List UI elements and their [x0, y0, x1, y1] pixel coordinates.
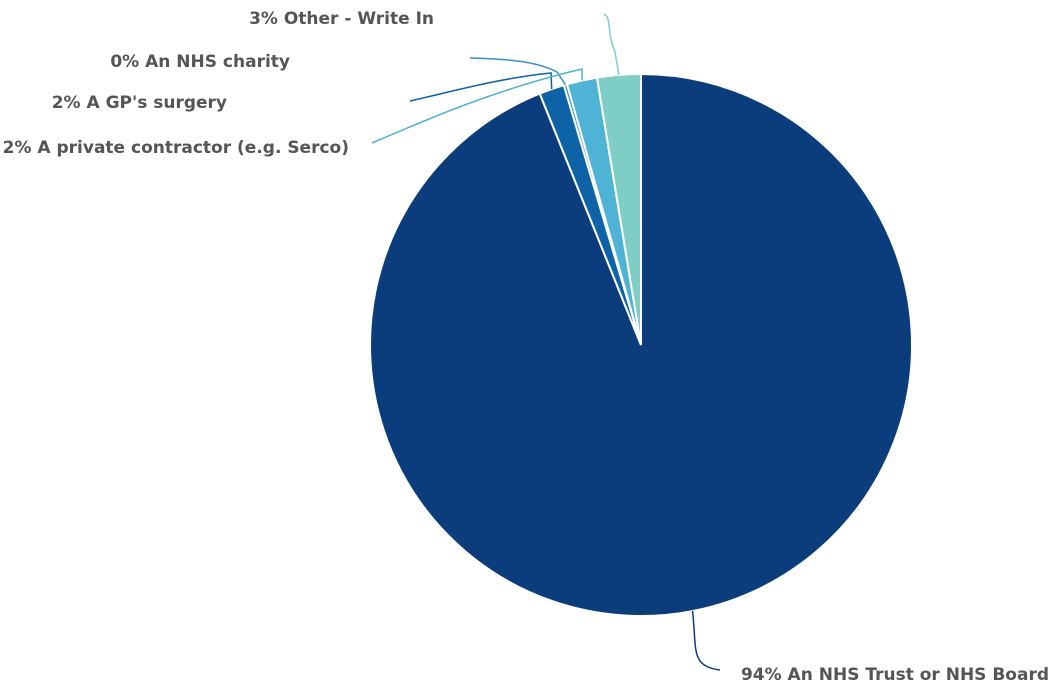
leaders-layer: [371, 13, 721, 671]
slices-layer: [369, 72, 913, 617]
labels-layer: 94% An NHS Trust or NHS Board 2% A GP's s…: [3, 9, 1049, 685]
slice-label-4: 2% A private contractor (e.g. Serco): [3, 138, 349, 158]
slice-label-3: 0% An NHS charity: [110, 52, 290, 72]
leader-line-3: [469, 57, 567, 86]
leader-line-4: [371, 68, 583, 144]
slice-label-2: 2% A GP's surgery: [52, 93, 227, 113]
slice-label-1: 94% An NHS Trust or NHS Board: [741, 665, 1049, 685]
slice-label-5: 3% Other - Write In: [249, 9, 434, 29]
leader-line-1: [691, 610, 721, 671]
leader-line-5: [603, 13, 620, 76]
leader-line-2: [409, 72, 553, 102]
